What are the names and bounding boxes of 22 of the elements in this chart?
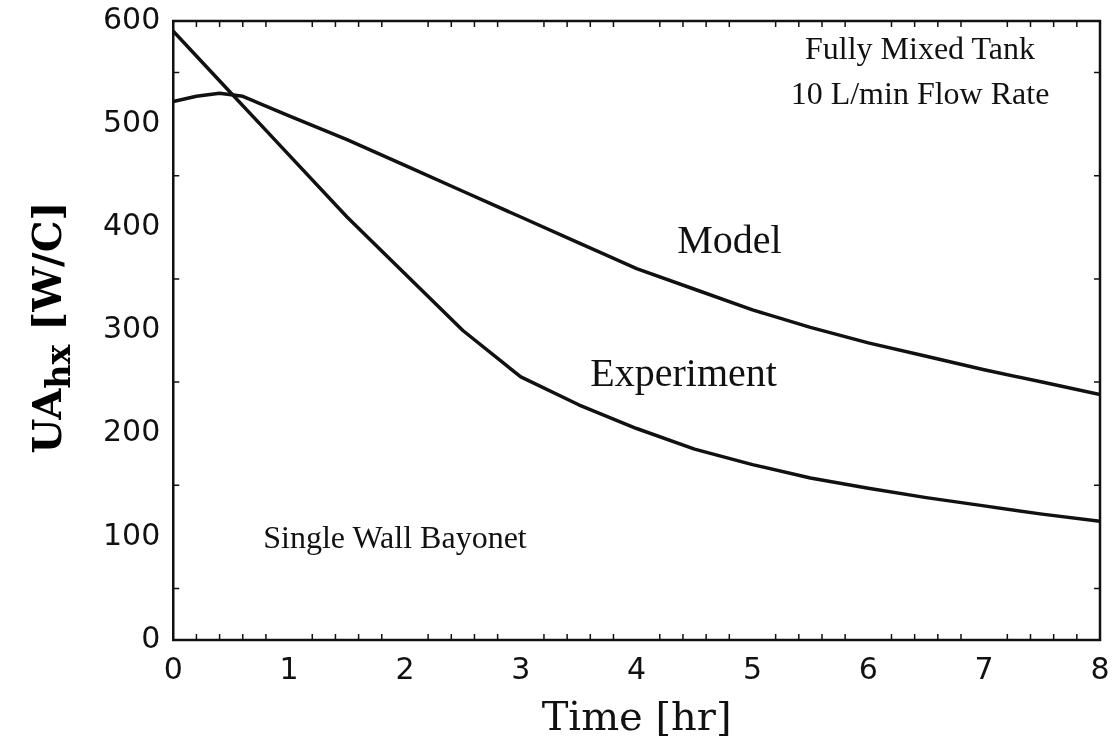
x-tick-label: 2	[395, 650, 415, 686]
y-tick-label: 400	[103, 207, 161, 243]
x-tick-label: 1	[279, 650, 299, 686]
y-tick-label: 600	[103, 0, 161, 36]
x-tick-label: 6	[858, 650, 878, 686]
x-tick-label: 4	[627, 650, 647, 686]
x-axis-title: Time [hr]	[541, 693, 732, 740]
y-tick-label: 300	[103, 310, 161, 346]
series-label: Experiment	[590, 350, 777, 396]
annotation: Fully Mixed Tank	[804, 30, 1036, 67]
x-tick-label: 0	[163, 650, 183, 686]
x-tick-label: 5	[742, 650, 763, 686]
x-tick-label: 8	[1090, 650, 1110, 686]
x-tick-label: 7	[974, 650, 994, 686]
y-tick-label: 200	[103, 413, 161, 449]
y-tick-label: 100	[103, 516, 161, 552]
y-tick-label: 500	[103, 103, 161, 139]
y-tick-label: 0	[141, 619, 161, 655]
series-label: Model	[677, 217, 782, 263]
annotation: 10 L/min Flow Rate	[790, 75, 1050, 112]
x-tick-label: 3	[511, 650, 531, 686]
annotation: Single Wall Bayonet	[263, 519, 527, 556]
